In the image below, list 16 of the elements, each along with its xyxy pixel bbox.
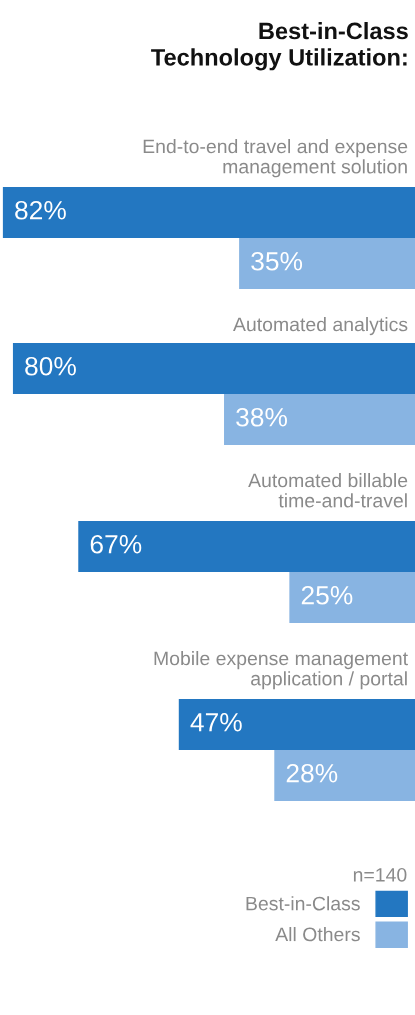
data-label: 67% [90, 534, 142, 554]
chart-title: Best-in-Class Technology Utilization: [151, 22, 408, 71]
y-tick-label: Automated analytics [233, 317, 408, 336]
legend-label: All Others [275, 927, 360, 942]
data-label: 38% [236, 407, 288, 427]
data-label: 80% [25, 356, 76, 376]
data-label: 82% [15, 200, 66, 220]
legend-title: n=140 [353, 867, 407, 882]
data-label: 28% [286, 763, 338, 783]
legend-label: Best-in-Class [246, 896, 360, 911]
data-label: 25% [301, 585, 353, 605]
y-tick-label: Mobile expense management application / portal [154, 651, 408, 690]
y-tick-label: Automated billable time-and-travel [248, 473, 408, 508]
y-tick-label: End-to-end travel and expense management solution [143, 139, 408, 178]
data-label: 35% [251, 251, 303, 271]
data-label: 47% [190, 713, 242, 732]
